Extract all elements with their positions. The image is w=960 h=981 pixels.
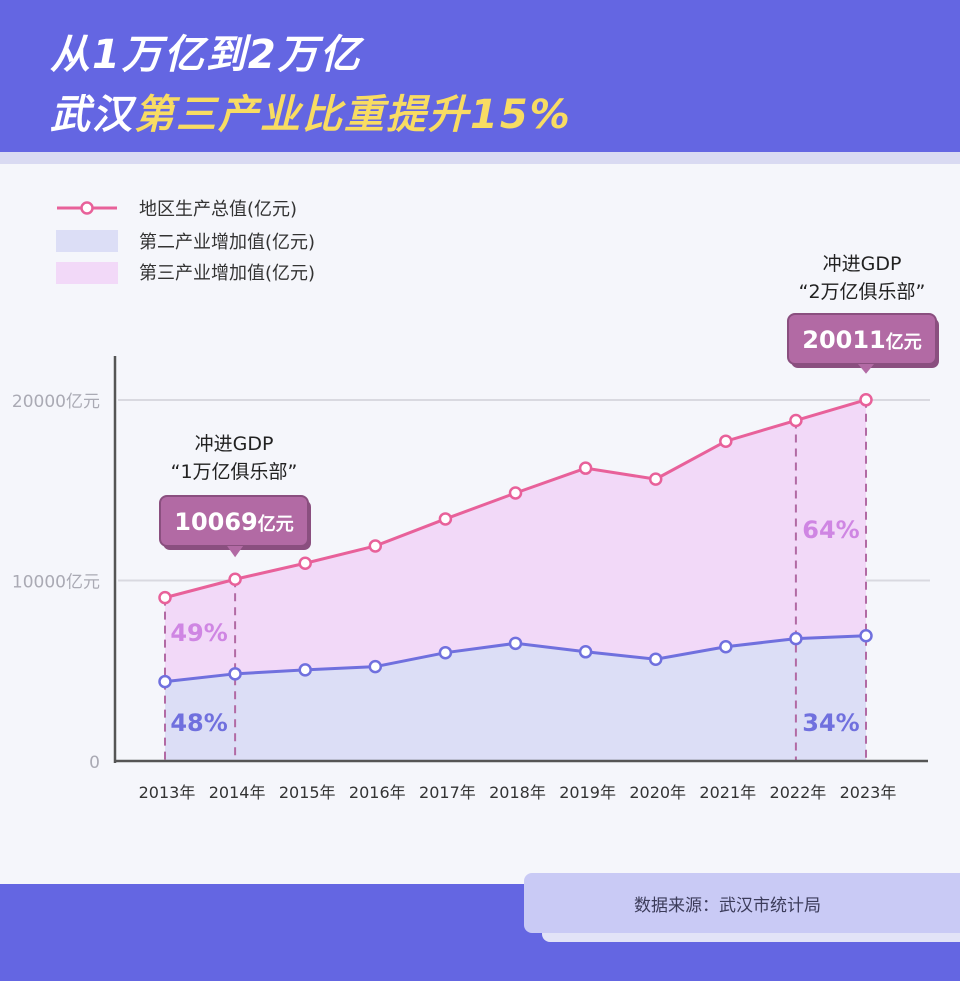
x-tick-label: 2020年 <box>629 783 686 802</box>
header-band <box>0 152 960 164</box>
secondary-point <box>368 659 383 674</box>
legend-secondary-label: 第二产业增加值(亿元) <box>139 232 315 253</box>
secondary-share-label: 48% <box>170 709 227 737</box>
gdp-point <box>368 539 383 553</box>
x-tick-label: 2017年 <box>419 783 476 802</box>
tertiary-share-label: 49% <box>170 619 227 647</box>
title-line-2: 武汉第三产业比重提升15% <box>50 82 572 140</box>
gdp-point <box>789 413 803 428</box>
source-text: 数据来源：武汉市统计局 <box>634 895 821 916</box>
tertiary-share-label: 64% <box>802 516 859 544</box>
secondary-area <box>165 635 866 761</box>
callout-value: 10069亿元 <box>174 508 294 536</box>
y-tick-label: 0 <box>89 753 100 773</box>
secondary-point <box>298 663 312 677</box>
y-tick-label: 10000亿元 <box>12 573 100 593</box>
x-tick-label: 2015年 <box>279 783 336 802</box>
legend-tertiary-label: 第三产业增加值(亿元) <box>139 263 315 284</box>
callout-subtitle: “1万亿俱乐部” <box>171 461 298 483</box>
x-tick-label: 2019年 <box>559 783 616 802</box>
gdp-point <box>228 572 242 587</box>
gdp-point <box>648 472 663 486</box>
secondary-point <box>508 636 523 651</box>
secondary-point <box>158 674 172 689</box>
gdp-point <box>298 556 312 570</box>
gdp-point <box>508 486 523 500</box>
title-line-1: 从1万亿到2万亿 <box>50 32 362 78</box>
secondary-point <box>859 628 873 643</box>
callout-value: 20011亿元 <box>802 326 922 354</box>
callout-pointer <box>227 546 244 558</box>
secondary-point <box>719 639 733 654</box>
gdp-point <box>719 434 733 448</box>
secondary-point <box>228 667 242 681</box>
secondary-point <box>648 652 663 666</box>
x-tick-label: 2016年 <box>349 783 406 802</box>
legend-secondary-swatch <box>56 230 118 252</box>
callout-title: 冲进GDP <box>823 253 902 275</box>
title-highlight: 第三产业比重提升15% <box>134 92 572 138</box>
callout-subtitle: “2万亿俱乐部” <box>799 281 926 303</box>
callout-pointer <box>858 364 874 374</box>
x-tick-label: 2018年 <box>489 783 546 802</box>
secondary-point <box>789 631 803 646</box>
gdp-point <box>578 461 593 475</box>
x-tick-label: 2022年 <box>770 783 827 802</box>
secondary-point <box>578 645 593 659</box>
area-chart: 0 10000亿元 20000亿元 2013年 2014年 2015年 2016年 2017年… <box>12 199 939 802</box>
header: 从1万亿到2万亿 武汉第三产业比重提升15% <box>0 0 960 152</box>
x-tick-label: 2023年 <box>840 783 897 802</box>
x-tick-label: 2014年 <box>209 783 266 802</box>
secondary-point <box>438 645 453 660</box>
callout-title: 冲进GDP <box>195 433 274 455</box>
secondary-share-label: 34% <box>802 709 859 737</box>
x-tick-label: 2013年 <box>139 783 196 802</box>
source-box: 数据来源：武汉市统计局 <box>524 873 960 933</box>
y-tick-label: 20000亿元 <box>12 392 100 412</box>
gdp-point <box>859 393 873 407</box>
title-prefix: 武汉 <box>50 92 134 138</box>
gdp-point <box>158 590 172 605</box>
gdp-point <box>438 512 453 526</box>
x-tick-label: 2021年 <box>699 783 756 802</box>
legend-tertiary-swatch <box>56 262 118 284</box>
legend-gdp-label: 地区生产总值(亿元) <box>139 199 297 220</box>
legend-gdp-marker <box>80 201 94 215</box>
